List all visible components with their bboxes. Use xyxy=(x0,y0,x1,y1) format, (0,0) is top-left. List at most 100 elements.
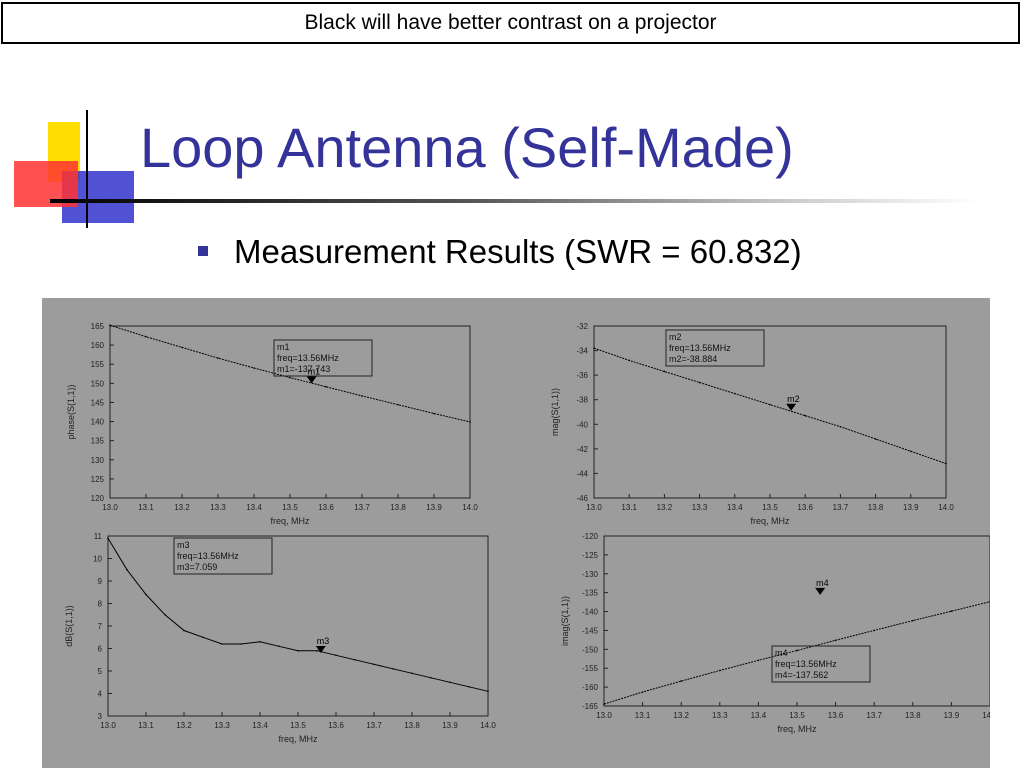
x-tick-label: 13.4 xyxy=(252,721,268,730)
bullet-text: Measurement Results (SWR = 60.832) xyxy=(234,233,802,270)
marker-triangle-icon xyxy=(306,376,317,384)
data-point xyxy=(769,403,771,406)
x-tick-label: 13.0 xyxy=(100,721,116,730)
marker-triangle-icon xyxy=(315,646,326,653)
data-point xyxy=(680,680,682,682)
plot-magnitude: 13.0 13.1 13.2 13.3 13.4 13.5 13.6 13.7 13.8 13.9… xyxy=(550,322,954,526)
marker-readout-line: freq=13.56MHz xyxy=(277,353,339,363)
x-tick-label: 13.1 xyxy=(138,503,154,512)
marker-name: m3 xyxy=(317,636,330,646)
bullet-item: Measurement Results (SWR = 60.832) xyxy=(198,230,802,274)
data-point xyxy=(874,438,877,440)
marker-readout-box xyxy=(665,329,765,367)
y-tick-label: -44 xyxy=(576,469,588,478)
data-point xyxy=(468,685,470,688)
x-tick-label: 13.6 xyxy=(328,721,344,730)
data-point xyxy=(757,659,760,662)
x-tick-label: 13.7 xyxy=(354,503,370,512)
data-point xyxy=(373,663,375,666)
data-point xyxy=(217,357,219,359)
data-point xyxy=(698,381,701,384)
data-point xyxy=(487,690,489,693)
plot-frame xyxy=(593,325,947,499)
marker-readout-line: freq=13.56MHz xyxy=(669,343,731,353)
y-tick-label: 10 xyxy=(93,555,102,564)
marker-readout-line: m4 xyxy=(775,648,788,658)
data-point xyxy=(796,649,798,652)
y-tick-label: 135 xyxy=(91,437,105,446)
data-point xyxy=(145,593,147,596)
data-point xyxy=(297,649,299,652)
x-tick-label: 13.2 xyxy=(657,503,673,512)
x-axis-label: freq, MHz xyxy=(777,724,817,734)
data-point xyxy=(430,676,432,679)
y-tick-label: 11 xyxy=(94,532,103,541)
y-tick-label: -42 xyxy=(576,445,588,454)
data-point xyxy=(278,645,280,648)
y-axis-label: imag(S(1,1)) xyxy=(560,596,570,646)
x-tick-label: 13.4 xyxy=(727,503,743,512)
y-tick-label: -36 xyxy=(576,371,588,380)
data-point xyxy=(164,613,166,616)
x-tick-label: 13.0 xyxy=(596,711,612,720)
marker-name: m1 xyxy=(308,366,321,376)
y-tick-label: -140 xyxy=(582,608,599,617)
y-tick-label: 7 xyxy=(98,622,103,631)
data-point xyxy=(325,385,327,388)
data-point xyxy=(411,672,413,675)
series-trace xyxy=(603,601,990,705)
y-tick-label: -145 xyxy=(582,626,599,635)
data-point xyxy=(145,335,147,338)
x-tick-label: 13.8 xyxy=(404,721,420,730)
marker-readout-line: m1 xyxy=(277,342,290,352)
data-point xyxy=(202,636,204,639)
data-point xyxy=(316,649,318,652)
y-axis-label: phase(S(1,1)) xyxy=(66,384,76,439)
data-point xyxy=(641,691,644,693)
data-point xyxy=(719,669,721,672)
marker-name: m2 xyxy=(787,394,800,404)
x-tick-label: 13.5 xyxy=(282,503,298,512)
data-point xyxy=(603,703,605,705)
series-trace xyxy=(593,347,947,465)
x-tick-label: 13.3 xyxy=(210,503,226,512)
data-point xyxy=(839,425,842,428)
marker-readout-line: freq=13.56MHz xyxy=(177,551,239,561)
y-tick-label: 145 xyxy=(91,398,105,407)
data-point xyxy=(433,412,435,415)
data-point xyxy=(834,639,837,642)
marker-readout-box xyxy=(273,339,373,377)
data-point xyxy=(221,643,223,645)
y-tick-label: -125 xyxy=(582,551,599,560)
data-point xyxy=(259,640,261,643)
data-point xyxy=(126,568,128,571)
x-tick-label: 13.9 xyxy=(903,503,919,512)
y-tick-label: -150 xyxy=(582,645,599,654)
data-point xyxy=(449,681,451,684)
x-tick-label: 13.6 xyxy=(318,503,334,512)
marker-readout-line: freq=13.56MHz xyxy=(775,659,837,669)
x-tick-label: 13.0 xyxy=(102,503,118,512)
y-tick-label: 3 xyxy=(98,712,103,721)
plot-imaginary: 13.0 13.1 13.2 13.3 13.4 13.5 13.6 13.7 13.8 13.9… xyxy=(560,532,990,734)
slide-title: Loop Antenna (Self-Made) xyxy=(140,116,794,179)
y-tick-label: 155 xyxy=(91,360,105,369)
y-tick-label: 160 xyxy=(91,341,105,350)
contrast-note: Black will have better contrast on a pro… xyxy=(1,2,1020,44)
data-point xyxy=(989,600,990,603)
marker-readout-box xyxy=(173,537,273,575)
data-point xyxy=(397,403,399,406)
plot-db: 13.0 13.1 13.2 13.3 13.4 13.5 13.6 13.7 13.8 13.9… xyxy=(64,532,496,744)
data-point xyxy=(253,367,255,369)
marker-readout-line: m3 xyxy=(177,540,190,550)
x-tick-label: 13.7 xyxy=(866,711,882,720)
y-axis-label: dB(S(1,1)) xyxy=(64,605,74,647)
x-tick-label: 13.2 xyxy=(174,503,190,512)
y-tick-label: -32 xyxy=(576,322,588,331)
y-tick-label: -120 xyxy=(582,532,599,541)
data-point xyxy=(181,346,183,349)
data-point xyxy=(628,359,630,362)
marker-readout-line: m4=-137.562 xyxy=(775,670,828,680)
y-axis-label: mag(S(1,1)) xyxy=(550,388,560,436)
y-tick-label: -46 xyxy=(576,494,588,503)
